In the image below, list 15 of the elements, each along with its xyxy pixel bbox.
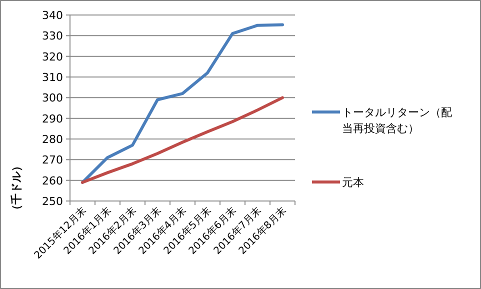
y-tick-label: 280 bbox=[42, 133, 63, 146]
y-tick-label: 250 bbox=[42, 195, 63, 208]
y-tick-label: 270 bbox=[42, 154, 63, 167]
y-tick-label: 320 bbox=[42, 50, 63, 64]
y-tick-label: 300 bbox=[42, 92, 63, 105]
y-tick-label: 310 bbox=[42, 71, 63, 84]
line-series bbox=[81, 96, 284, 184]
legend-label: トータルリターン（配当再投資含む） bbox=[342, 106, 452, 135]
y-tick-label: 340 bbox=[42, 9, 63, 22]
y-tick-label: 290 bbox=[42, 112, 63, 126]
y-tick-label: 330 bbox=[42, 30, 63, 43]
line-series bbox=[81, 23, 284, 184]
y-tick-label: 260 bbox=[42, 174, 63, 188]
legend-label: 元本 bbox=[342, 176, 364, 189]
y-axis-title: （千ドル） bbox=[10, 160, 23, 216]
